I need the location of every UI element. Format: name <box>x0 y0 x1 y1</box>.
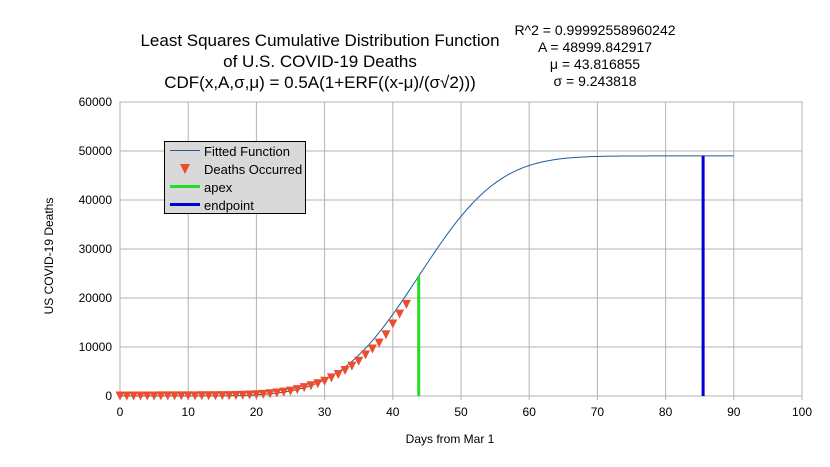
death-marker <box>313 379 323 389</box>
stat-a: A = 48999.842917 <box>537 39 653 55</box>
legend-item-endpoint: endpoint <box>170 196 254 214</box>
y-tick-label: 40000 <box>79 193 113 207</box>
death-marker <box>251 390 261 400</box>
x-tick-label: 70 <box>591 405 605 419</box>
death-marker <box>197 391 207 401</box>
death-marker <box>183 391 193 401</box>
death-marker <box>122 391 132 401</box>
x-tick-label: 50 <box>454 405 468 419</box>
y-tick-label: 60000 <box>79 95 113 109</box>
x-tick-label: 80 <box>659 405 673 419</box>
death-marker <box>395 309 405 319</box>
death-marker <box>204 391 214 401</box>
legend-label: Fitted Function <box>204 143 290 159</box>
death-marker <box>347 361 357 371</box>
death-marker <box>163 391 173 401</box>
plot-area-frame <box>119 101 803 397</box>
legend-line-swatch <box>170 196 200 214</box>
death-marker <box>210 391 220 401</box>
legend-label: Deaths Occurred <box>204 161 303 177</box>
death-marker <box>279 387 289 397</box>
stat-r2: R^2 = 0.99992558960242 <box>514 22 676 38</box>
y-axis-label: US COVID-19 Deaths <box>42 197 56 315</box>
death-marker <box>238 390 248 400</box>
death-marker <box>361 350 371 360</box>
death-marker <box>401 299 411 309</box>
deaths-markers <box>115 299 411 401</box>
legend-label: endpoint <box>204 197 254 213</box>
chart-title: Least Squares Cumulative Distribution Fu… <box>130 30 510 93</box>
death-marker <box>272 388 282 398</box>
y-tick-label: 20000 <box>79 291 113 305</box>
death-marker <box>333 369 343 379</box>
death-marker <box>299 383 309 393</box>
death-marker <box>224 391 234 401</box>
death-marker <box>258 389 268 399</box>
death-marker <box>217 391 227 401</box>
death-marker <box>286 386 295 396</box>
title-line-1: Least Squares Cumulative Distribution Fu… <box>140 31 500 50</box>
title-line-2: of U.S. COVID-19 Deaths <box>223 52 417 71</box>
fit-stats: R^2 = 0.99992558960242 A = 48999.842917 … <box>490 22 700 90</box>
legend-label: apex <box>204 179 233 195</box>
death-marker <box>381 330 391 340</box>
death-marker <box>354 356 364 366</box>
y-tick-label: 0 <box>105 389 112 403</box>
x-tick-label: 20 <box>250 405 264 419</box>
death-marker <box>320 376 330 386</box>
legend-item-deaths: Deaths Occurred <box>170 160 302 178</box>
death-marker <box>142 391 152 401</box>
death-marker <box>176 391 186 401</box>
death-marker <box>129 391 139 401</box>
death-marker <box>367 344 377 354</box>
death-marker <box>170 391 180 401</box>
legend-line-swatch <box>170 178 200 196</box>
death-marker <box>149 391 159 401</box>
death-marker <box>156 391 166 401</box>
legend-line-swatch <box>170 142 200 160</box>
x-tick-label: 30 <box>318 405 332 419</box>
legend: Fitted Function Deaths Occurred apex end… <box>164 141 306 214</box>
legend-triangle-swatch <box>170 160 200 178</box>
x-tick-label: 60 <box>523 405 537 419</box>
death-marker <box>306 381 316 391</box>
y-tick-label: 30000 <box>79 242 113 256</box>
stat-sigma: σ = 9.243818 <box>553 73 637 89</box>
legend-item-apex: apex <box>170 178 232 196</box>
x-tick-label: 40 <box>386 405 400 419</box>
death-marker <box>326 373 336 383</box>
y-tick-label: 10000 <box>79 340 113 354</box>
y-tick-label: 50000 <box>79 144 113 158</box>
x-axis-ticks: 0 10 20 30 40 50 60 70 80 90 100 <box>117 405 813 419</box>
death-marker <box>115 391 125 401</box>
death-marker <box>190 391 200 401</box>
death-marker <box>340 366 350 376</box>
death-marker <box>292 385 302 395</box>
x-tick-label: 100 <box>792 405 812 419</box>
x-axis-label: Days from Mar 1 <box>405 432 495 446</box>
legend-item-fitted: Fitted Function <box>170 142 290 160</box>
death-marker <box>231 390 241 400</box>
death-marker <box>388 319 398 329</box>
y-axis-ticks: 0 10000 20000 30000 40000 50000 60000 <box>79 95 113 403</box>
death-marker <box>245 390 255 400</box>
x-tick-label: 10 <box>182 405 196 419</box>
x-tick-label: 0 <box>117 405 124 419</box>
x-tick-label: 90 <box>727 405 741 419</box>
death-marker <box>374 338 384 348</box>
stat-mu: μ = 43.816855 <box>549 56 641 72</box>
death-marker <box>135 391 145 401</box>
title-line-3: CDF(x,A,σ,μ) = 0.5A(1+ERF((x-μ)/(σ√2))) <box>164 73 476 92</box>
death-marker <box>265 389 275 399</box>
